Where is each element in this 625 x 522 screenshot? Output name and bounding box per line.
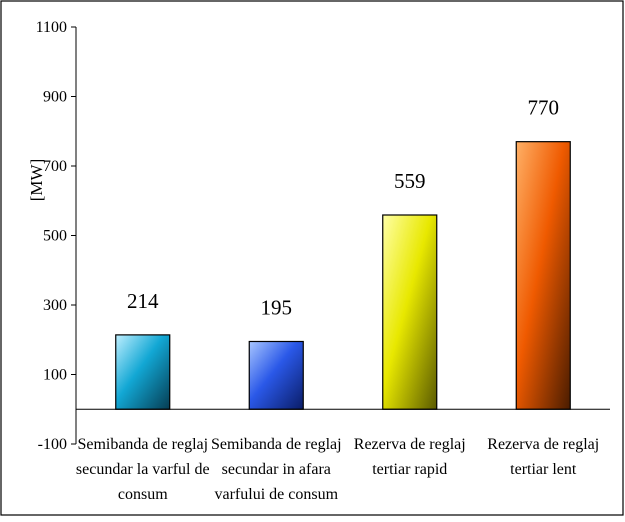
category-label: Rezerva de reglaj tertiar rapid	[354, 436, 466, 478]
axis-layer	[71, 26, 610, 445]
data-label: 770	[528, 96, 560, 120]
y-tick-label: 500	[43, 228, 67, 245]
category-label: Semibanda de reglaj secundar in afara varf…	[211, 436, 342, 503]
bar	[515, 141, 571, 410]
category-label: Rezerva de reglaj tertiar lent	[487, 436, 599, 478]
y-tick-label: 1100	[36, 19, 67, 36]
y-axis-title: [MW]	[27, 159, 46, 201]
bar	[248, 340, 304, 410]
data-label: 214	[127, 289, 159, 313]
y-tick-label: 300	[43, 297, 67, 314]
labels-layer: -100 100 300 500 700 900 1100 [MW] 214 Semibanda …	[27, 19, 599, 503]
y-tick-label: 900	[43, 89, 67, 106]
bar	[115, 334, 171, 410]
data-label: 195	[261, 295, 293, 319]
category-label: Semibanda de reglaj secundar la varful de…	[76, 436, 210, 503]
y-tick-label: 100	[43, 367, 67, 384]
bars-layer	[115, 141, 571, 410]
bar	[382, 214, 438, 410]
y-tick-label: 700	[43, 158, 67, 175]
data-label: 559	[394, 169, 426, 193]
y-tick-label: -100	[38, 436, 67, 453]
